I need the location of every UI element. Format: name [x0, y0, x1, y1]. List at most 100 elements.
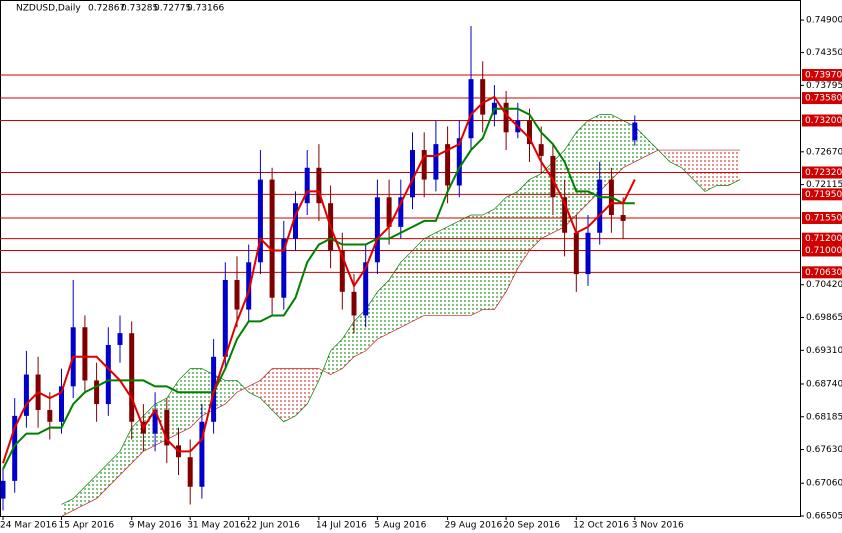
candle-body — [480, 79, 486, 115]
candle-body — [503, 102, 509, 133]
candle-body — [433, 144, 439, 180]
level-label-box — [802, 166, 842, 179]
cloud-segment — [564, 132, 577, 227]
cloud-segment — [646, 138, 659, 156]
plot-frame — [0, 0, 801, 517]
level-label: 0.71550 — [805, 213, 842, 223]
cloud-segment — [693, 150, 705, 192]
level-label-box — [802, 232, 842, 245]
level-label-box — [802, 244, 842, 257]
cloud-segment — [73, 486, 85, 511]
cloud-segment — [716, 150, 729, 186]
cloud-segment — [424, 232, 436, 316]
level-label: 0.71200 — [805, 234, 842, 244]
candle-body — [316, 167, 322, 204]
cloud-segment — [307, 368, 319, 405]
candle-body — [293, 203, 298, 239]
ohlc-high: 0.73285 — [121, 4, 158, 14]
candle-body — [445, 144, 451, 186]
cloud-segment — [166, 380, 179, 440]
x-tick-label: 20 Sep 2016 — [503, 521, 560, 531]
y-tick-label: 0.73795 — [806, 81, 842, 91]
candle-body — [152, 409, 158, 434]
x-tick-label: 29 Aug 2016 — [445, 521, 503, 531]
candle-body — [222, 280, 228, 357]
span-a-line — [61, 114, 741, 505]
y-tick-label: 0.68185 — [806, 412, 842, 422]
cloud-segment — [225, 380, 237, 405]
candle-body — [0, 480, 6, 499]
candle-body — [12, 415, 18, 481]
candle-body — [246, 262, 252, 310]
cloud-segment — [178, 368, 191, 434]
x-tick-label: 31 May 2016 — [187, 521, 246, 531]
level-label-box — [802, 211, 842, 224]
level-label: 0.73580 — [805, 94, 842, 104]
cloud-segment — [84, 474, 97, 505]
cloud-segment — [634, 126, 647, 162]
cloud-segment — [482, 209, 495, 310]
y-tick-label: 0.69865 — [806, 313, 842, 323]
cloud-segment — [131, 415, 144, 464]
level-label-box — [802, 114, 842, 127]
candle-body — [304, 167, 310, 204]
cloud-segment — [576, 120, 588, 216]
x-tick-label: 15 Apr 2016 — [59, 521, 115, 531]
level-label: 0.71950 — [805, 190, 842, 200]
x-tick-label: 3 Nov 2016 — [632, 521, 684, 531]
x-tick-label: 12 Oct 2016 — [573, 521, 629, 531]
cloud-segment — [447, 220, 460, 316]
cloud-segment — [611, 114, 624, 180]
candle-body — [363, 262, 369, 316]
cloud-segment — [96, 463, 109, 499]
y-tick-label: 0.67060 — [806, 479, 842, 489]
y-tick-label: 0.67630 — [806, 445, 842, 455]
cloud-segment — [365, 291, 378, 351]
tenkan-line — [2, 95, 636, 464]
cloud-segment — [342, 321, 354, 369]
cloud-segment — [459, 215, 471, 316]
y-tick-label: 0.72670 — [806, 147, 842, 157]
candle-body — [164, 409, 170, 446]
candle-body — [281, 238, 287, 298]
cloud-segment — [389, 262, 401, 334]
cloud-segment — [669, 150, 682, 168]
cloud-segment — [330, 339, 343, 375]
x-tick-label: 22 Jun 2016 — [246, 521, 300, 531]
candle-body — [620, 215, 626, 221]
cloud-segment — [435, 226, 448, 316]
cloud-segment — [541, 161, 553, 239]
chart-title: NZDUSD,Daily — [16, 4, 81, 14]
candle-body — [59, 386, 64, 422]
level-label: 0.73970 — [805, 71, 842, 81]
level-label-box — [802, 92, 842, 105]
candle-body — [117, 333, 123, 345]
level-label-box — [802, 69, 842, 82]
candle-body — [398, 197, 404, 227]
cloud-segment — [506, 191, 518, 292]
ohlc-low: 0.72775 — [154, 4, 191, 14]
level-label-box — [802, 188, 842, 201]
candle-body — [339, 250, 345, 292]
candle-body — [468, 79, 474, 139]
candle-body — [632, 122, 638, 141]
candle-body — [351, 291, 357, 316]
candle-body — [585, 232, 591, 275]
level-label: 0.71000 — [805, 246, 842, 256]
y-tick-label: 0.68740 — [806, 379, 842, 389]
cloud-segment — [728, 150, 741, 186]
cloud-segment — [494, 197, 507, 310]
y-tick-label: 0.70420 — [806, 280, 842, 290]
cloud-segment — [517, 179, 530, 269]
cloud-segment — [471, 215, 483, 316]
cloud-segment — [283, 368, 296, 422]
candle-body — [550, 155, 556, 198]
cloud-segment — [354, 309, 366, 357]
kijun-line — [2, 107, 635, 470]
cloud-segment — [377, 280, 390, 340]
candle-body — [538, 144, 544, 156]
y-tick-label: 0.72115 — [806, 180, 842, 190]
candle-body — [23, 374, 29, 416]
candle-body — [187, 457, 193, 487]
